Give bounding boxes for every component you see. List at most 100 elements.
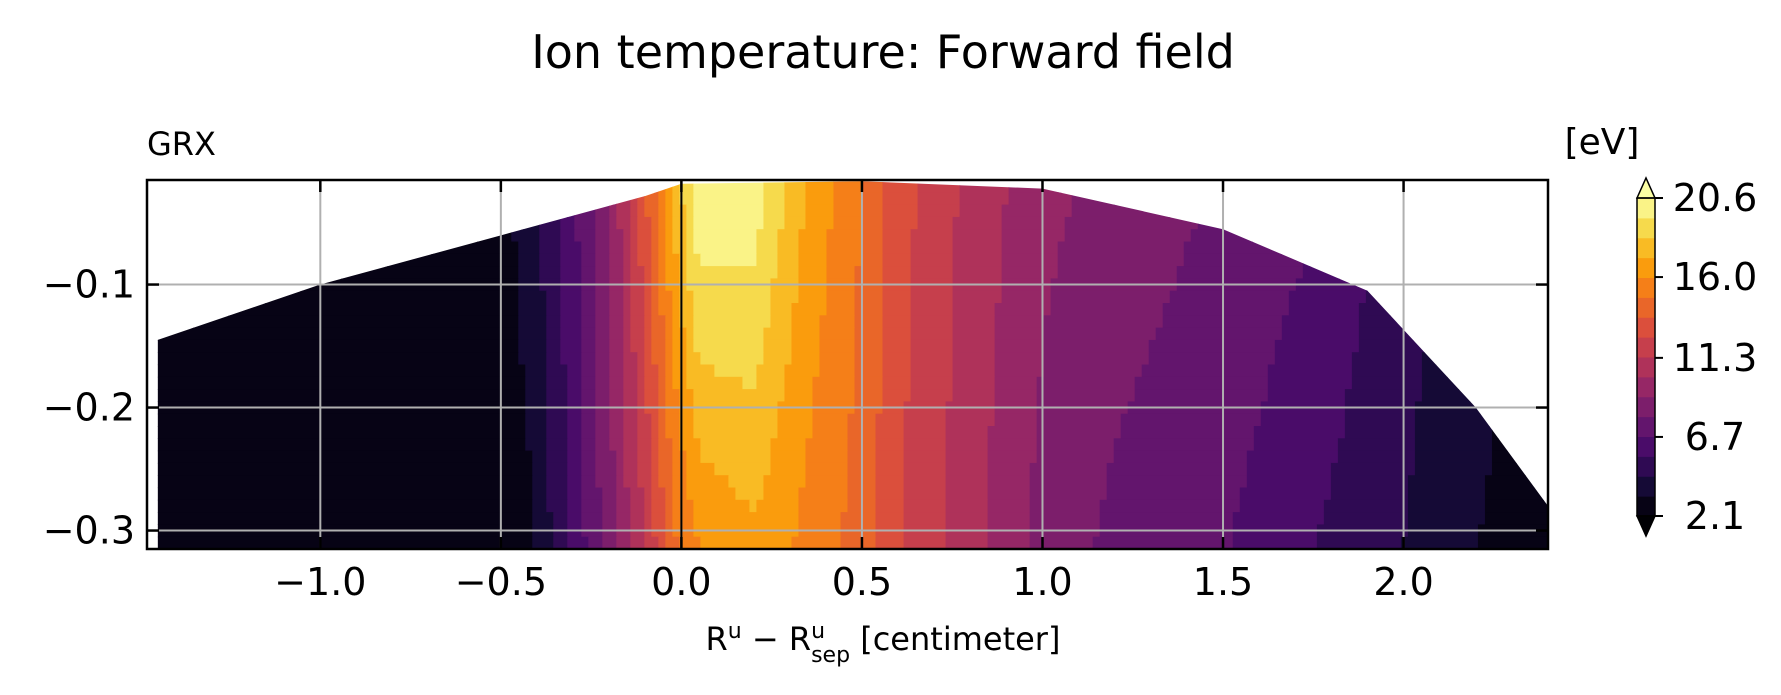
- contour-cell: [1519, 253, 1548, 267]
- contour-cell: [819, 364, 856, 378]
- colorbar-tick-label: 11.3: [1673, 336, 1758, 380]
- contour-cell: [609, 389, 624, 402]
- contour-cell: [805, 181, 835, 193]
- contour-cell: [1526, 181, 1548, 193]
- contour-cell: [651, 229, 659, 243]
- contour-cell: [1106, 462, 1248, 476]
- contour-cell: [546, 475, 568, 489]
- colorbar-level: [1637, 436, 1655, 457]
- contour-cell: [665, 339, 673, 353]
- contour-cell: [735, 487, 765, 501]
- contour-cell: [644, 181, 659, 193]
- contour-cell: [546, 462, 568, 476]
- contour-cell: [679, 389, 694, 402]
- contour-cell: [567, 462, 582, 476]
- contour-cell: [658, 376, 666, 390]
- contour-cell: [994, 364, 1045, 378]
- contour-cell: [1484, 475, 1548, 489]
- contour-cell: [630, 204, 638, 218]
- contour-cell: [1414, 462, 1493, 476]
- contour-cell: [1512, 290, 1548, 304]
- colorbar-level: [1637, 357, 1655, 378]
- colorbar-level: [1637, 496, 1655, 517]
- contour-cell: [1029, 499, 1101, 513]
- contour-cell: [910, 364, 954, 378]
- contour-cell: [157, 426, 526, 439]
- contour-cell: [763, 352, 793, 366]
- contour-cell: [532, 462, 547, 476]
- contour-cell: [539, 253, 561, 267]
- contour-cell: [994, 413, 1038, 427]
- contour-cell: [763, 487, 800, 501]
- contour-cell: [770, 303, 793, 316]
- contour-cell: [567, 487, 582, 501]
- contour-cell: [686, 204, 694, 218]
- contour-cell: [1064, 216, 1199, 230]
- contour-cell: [157, 364, 526, 378]
- contour-cell: [819, 315, 856, 329]
- contour-cell: [567, 536, 589, 549]
- contour-cell: [595, 241, 610, 255]
- contour-cell: [672, 303, 680, 316]
- contour-cell: [651, 315, 666, 329]
- contour-cell: [595, 352, 610, 366]
- contour-cell: [959, 181, 1010, 193]
- contour-cell: [882, 192, 919, 206]
- contour-cell: [882, 290, 912, 304]
- contour-cell: [672, 216, 687, 230]
- contour-cell: [609, 216, 617, 230]
- contour-cell: [616, 475, 624, 489]
- contour-cell: [791, 536, 842, 549]
- contour-cell: [840, 536, 877, 549]
- contour-cell: [157, 499, 533, 513]
- contour-cell: [623, 266, 631, 279]
- contour-cell: [644, 376, 659, 390]
- contour-cell: [679, 192, 694, 206]
- contour-cell: [1442, 181, 1528, 193]
- contour-cell: [1442, 192, 1528, 206]
- contour-cell: [945, 536, 989, 549]
- contour-cell: [567, 475, 582, 489]
- contour-cell: [560, 352, 582, 366]
- contour-cell: [861, 204, 884, 218]
- contour-cell: [623, 450, 638, 464]
- contour-cell: [672, 499, 694, 513]
- contour-cell: [910, 241, 954, 255]
- contour-cell: [945, 413, 996, 427]
- contour-cell: [609, 426, 624, 439]
- contour-cell: [588, 536, 603, 549]
- contour-cell: [511, 216, 540, 230]
- contour-cell: [518, 315, 547, 329]
- contour-cell: [157, 413, 526, 427]
- contour-cell: [714, 462, 772, 476]
- contour-cell: [567, 438, 582, 452]
- colorbar-unit-label: [eV]: [1565, 122, 1640, 163]
- contour-cell: [157, 512, 533, 525]
- contour-cell: [833, 181, 863, 193]
- contour-cell: [1057, 266, 1178, 279]
- contour-cell: [952, 253, 1003, 267]
- contour-cell: [1435, 241, 1521, 255]
- contour-cell: [686, 487, 737, 501]
- temperature-contour-field: [157, 181, 1548, 549]
- contour-cell: [672, 450, 687, 464]
- contour-cell: [910, 303, 954, 316]
- contour-cell: [511, 181, 540, 193]
- contour-cell: [630, 229, 638, 243]
- contour-cell: [581, 327, 596, 341]
- contour-cell: [903, 487, 947, 501]
- contour-cell: [595, 376, 610, 390]
- contour-cell: [539, 192, 561, 206]
- contour-cell: [574, 192, 596, 206]
- contour-cell: [595, 216, 610, 230]
- contour-cell: [539, 229, 561, 243]
- colorbar-extend-min: [1635, 515, 1657, 538]
- contour-cell: [518, 303, 547, 316]
- contour-cell: [651, 352, 666, 366]
- contour-cell: [672, 438, 680, 452]
- contour-cell: [581, 512, 603, 525]
- contour-cell: [560, 327, 582, 341]
- contour-cell: [658, 266, 666, 279]
- contour-cell: [693, 204, 765, 218]
- contour-cell: [854, 327, 884, 341]
